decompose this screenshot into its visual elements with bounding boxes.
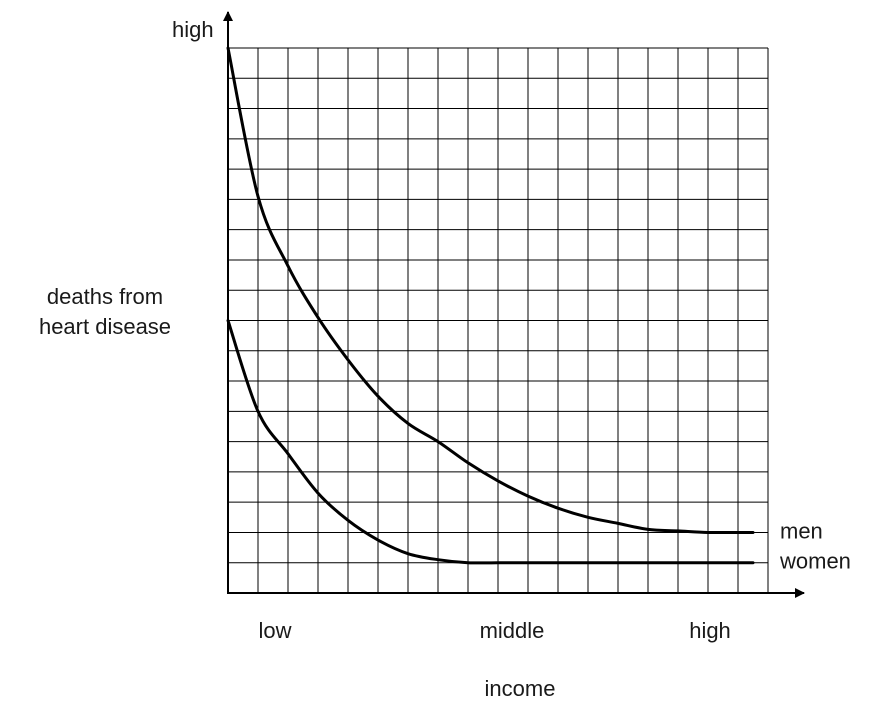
series-label: men: [780, 518, 823, 543]
y-axis-end-label: high: [172, 17, 214, 42]
grid: [227, 47, 769, 594]
x-category-label: high: [689, 618, 731, 643]
series-line: [226, 319, 755, 565]
y-axis-label: deaths from heart disease: [38, 284, 172, 339]
series-label: women: [779, 549, 851, 574]
series-line: [226, 46, 755, 535]
x-category-label: low: [258, 618, 291, 643]
x-category-label: middle: [480, 618, 545, 643]
plot-area: men women: [226, 46, 851, 574]
x-axis-label: income: [485, 676, 556, 701]
